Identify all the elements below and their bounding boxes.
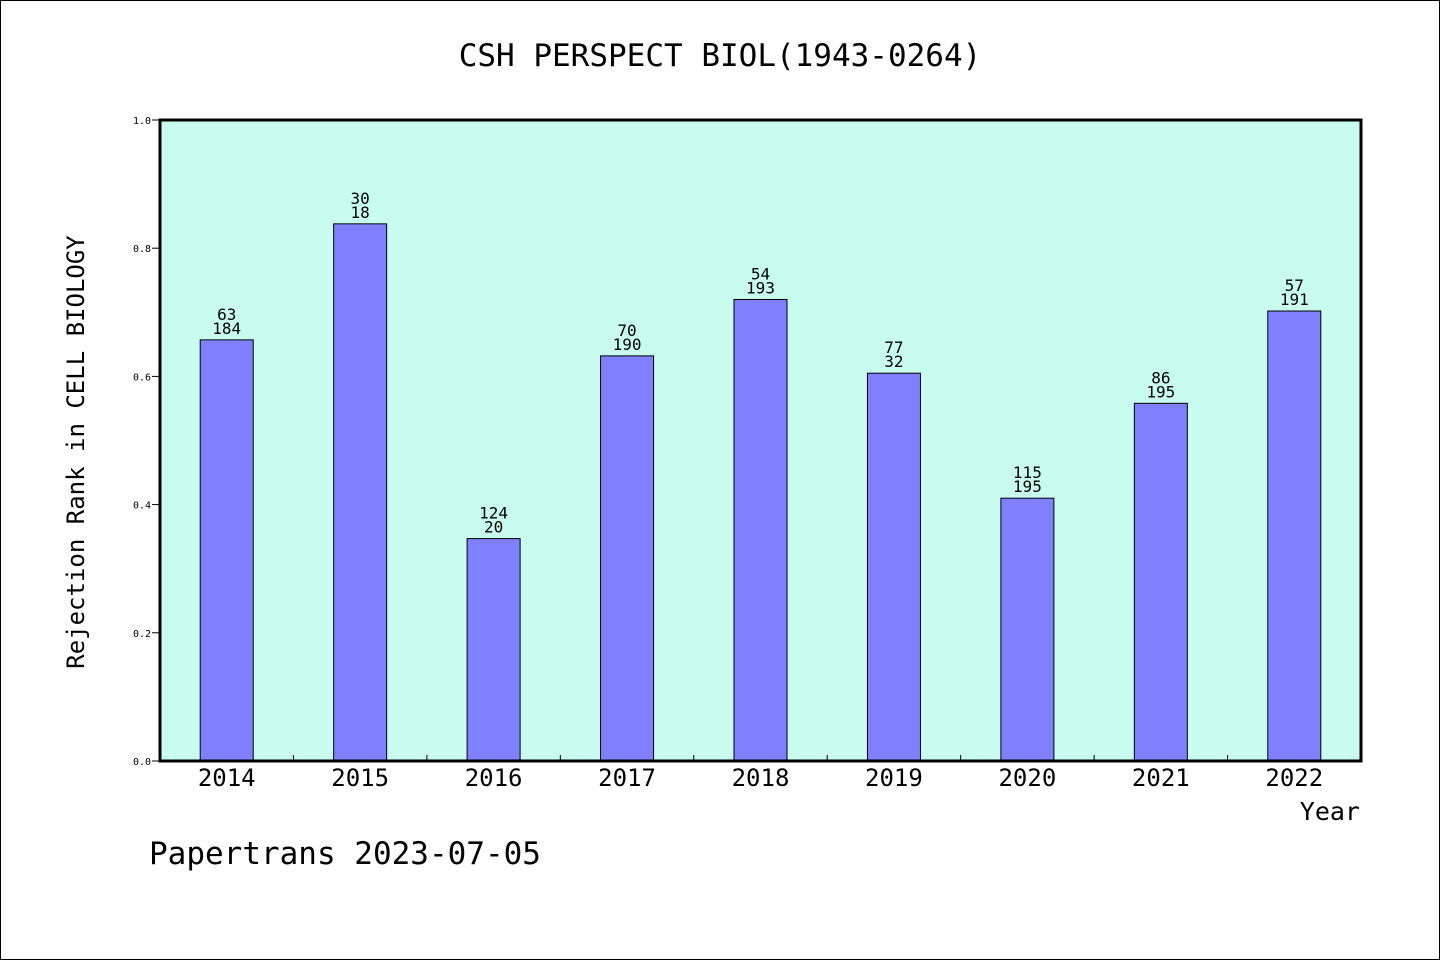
y-tick-label: 1.0 [133, 116, 151, 127]
bar [733, 298, 788, 762]
x-axis-label: Year [1300, 797, 1360, 826]
x-tick-label: 2018 [732, 764, 790, 792]
bar-label-bottom: 191 [1280, 290, 1309, 309]
bar-label-bottom: 184 [212, 319, 241, 338]
bar-label-bottom: 32 [884, 352, 903, 371]
y-tick-label: 0.4 [133, 501, 151, 512]
bar [1133, 402, 1188, 762]
x-tick-label: 2022 [1265, 764, 1323, 792]
y-tick-label: 0.6 [133, 372, 151, 383]
bar-label-bottom: 193 [746, 278, 775, 297]
bar-label-bottom: 18 [351, 203, 370, 222]
x-tick-label: 2019 [865, 764, 923, 792]
bar-label-top: 57 [1285, 276, 1304, 295]
x-tick-label: 2021 [1132, 764, 1190, 792]
bar [333, 223, 388, 762]
bar-label-bottom: 190 [613, 335, 642, 354]
bar-label-top: 63 [217, 305, 236, 324]
bar-labels: 6318430181242070190541937732115195861955… [212, 189, 1308, 537]
y-tick-label: 0.2 [133, 629, 151, 640]
x-tick-label: 2014 [198, 764, 256, 792]
y-tick-label: 0.8 [133, 244, 151, 255]
plot-border [158, 118, 1363, 763]
bar-label-bottom: 195 [1146, 382, 1175, 401]
bar-label-top: 30 [351, 189, 370, 208]
x-tick-label: 2015 [331, 764, 389, 792]
chart-title: CSH PERSPECT BIOL(1943-0264) [459, 38, 982, 74]
bar-label-top: 115 [1013, 463, 1042, 482]
bar-label-bottom: 20 [484, 518, 503, 537]
bar [600, 355, 655, 762]
y-axis-label: Rejection Rank in CELL BIOLOGY [62, 235, 90, 669]
x-tick-label: 2020 [998, 764, 1056, 792]
bar-label-top: 77 [884, 338, 903, 357]
bars [199, 223, 1322, 762]
bar-label-top: 54 [751, 264, 770, 283]
footer-text: Papertrans 2023-07-05 [149, 836, 541, 872]
y-axis-ticks: 0.0 0.2 0.4 0.6 0.8 1.0 [133, 116, 160, 768]
bar [1000, 497, 1055, 762]
bar [1267, 310, 1322, 762]
x-tick-label: 2016 [465, 764, 523, 792]
bar [466, 538, 521, 762]
x-tick-labels: 2014 2015 2016 2017 2018 2019 2020 2021 2022 [198, 764, 1323, 792]
bar [866, 372, 921, 762]
bar-label-top: 70 [617, 321, 636, 340]
y-tick-label: 0.0 [133, 757, 151, 768]
bar-label-top: 124 [479, 504, 508, 523]
x-tick-label: 2017 [598, 764, 656, 792]
bar-label-top: 86 [1151, 368, 1170, 387]
bar-label-bottom: 195 [1013, 477, 1042, 496]
bar [199, 339, 254, 762]
